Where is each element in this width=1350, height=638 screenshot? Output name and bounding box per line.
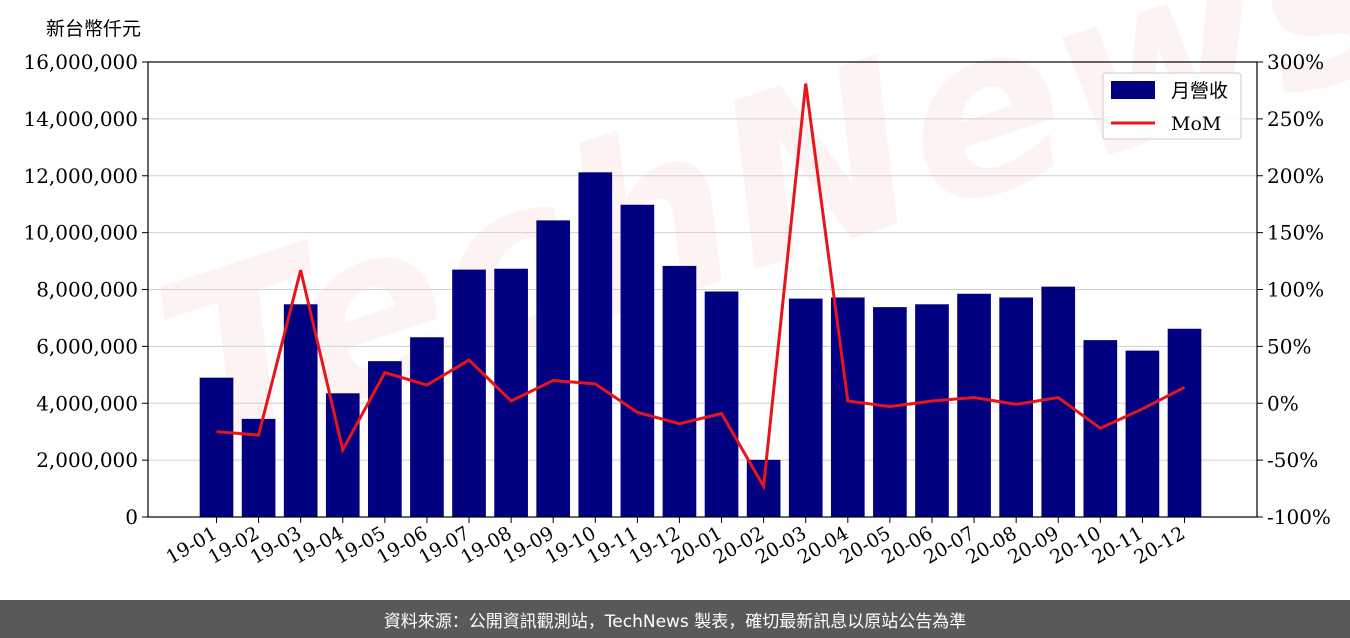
revenue-bar [620, 204, 655, 517]
right-tick-label: 200% [1267, 164, 1324, 188]
revenue-bar [452, 269, 486, 517]
revenue-bar [1167, 328, 1202, 517]
revenue-bar [578, 172, 613, 517]
right-tick-label: 0% [1267, 391, 1299, 415]
revenue-bar [999, 297, 1033, 517]
legend-label-mom: MoM [1171, 113, 1221, 135]
legend-label-revenue: 月營收 [1171, 80, 1228, 102]
left-tick-label: 6,000,000 [36, 334, 138, 358]
revenue-bar [410, 337, 444, 517]
revenue-bar [199, 377, 234, 517]
revenue-bar [325, 393, 360, 517]
right-tick-label: 100% [1267, 278, 1324, 302]
left-tick-label: 10,000,000 [23, 221, 138, 245]
revenue-bar [1041, 286, 1076, 517]
left-tick-label: 2,000,000 [36, 448, 138, 472]
revenue-bar [536, 220, 571, 517]
left-tick-label: 16,000,000 [23, 50, 138, 74]
revenue-bar [662, 265, 697, 517]
revenue-bar [1125, 350, 1160, 517]
right-tick-label: 250% [1267, 107, 1324, 131]
right-tick-label: 150% [1267, 221, 1324, 245]
left-tick-label: 12,000,000 [23, 164, 138, 188]
revenue-bar [494, 268, 528, 517]
legend: 月營收 MoM [1102, 72, 1242, 140]
revenue-bar [788, 298, 823, 517]
plot-frame [147, 61, 1258, 518]
revenue-bar [915, 304, 949, 517]
mom-line-layer [216, 83, 1186, 492]
right-tick-label: -100% [1267, 505, 1331, 529]
revenue-bar [957, 293, 991, 517]
revenue-bar [873, 307, 907, 517]
source-footer: 資料來源：公開資訊觀測站，TechNews 製表，確切最新訊息以原站公告為準 [0, 600, 1350, 638]
right-tick-label: 300% [1267, 50, 1324, 74]
revenue-bar [283, 304, 318, 517]
left-tick-label: 4,000,000 [36, 391, 138, 415]
left-tick-label: 14,000,000 [23, 107, 138, 131]
revenue-chart: 0 2,000,000 4,000,000 6,000,000 8,000,000 10,… [23, 50, 1331, 569]
revenue-bar [830, 297, 865, 517]
left-tick-label: 8,000,000 [36, 278, 138, 302]
y-axis-unit-label: 新台幣仟元 [46, 18, 142, 40]
right-tick-label: -50% [1267, 448, 1318, 472]
mom-line [216, 83, 1186, 492]
right-tick-label: 50% [1267, 334, 1311, 358]
left-tick-label: 0 [125, 505, 138, 529]
revenue-bar [368, 361, 402, 517]
legend-swatch-revenue [1111, 81, 1155, 99]
revenue-bar [704, 291, 739, 517]
revenue-bars [199, 172, 1202, 517]
